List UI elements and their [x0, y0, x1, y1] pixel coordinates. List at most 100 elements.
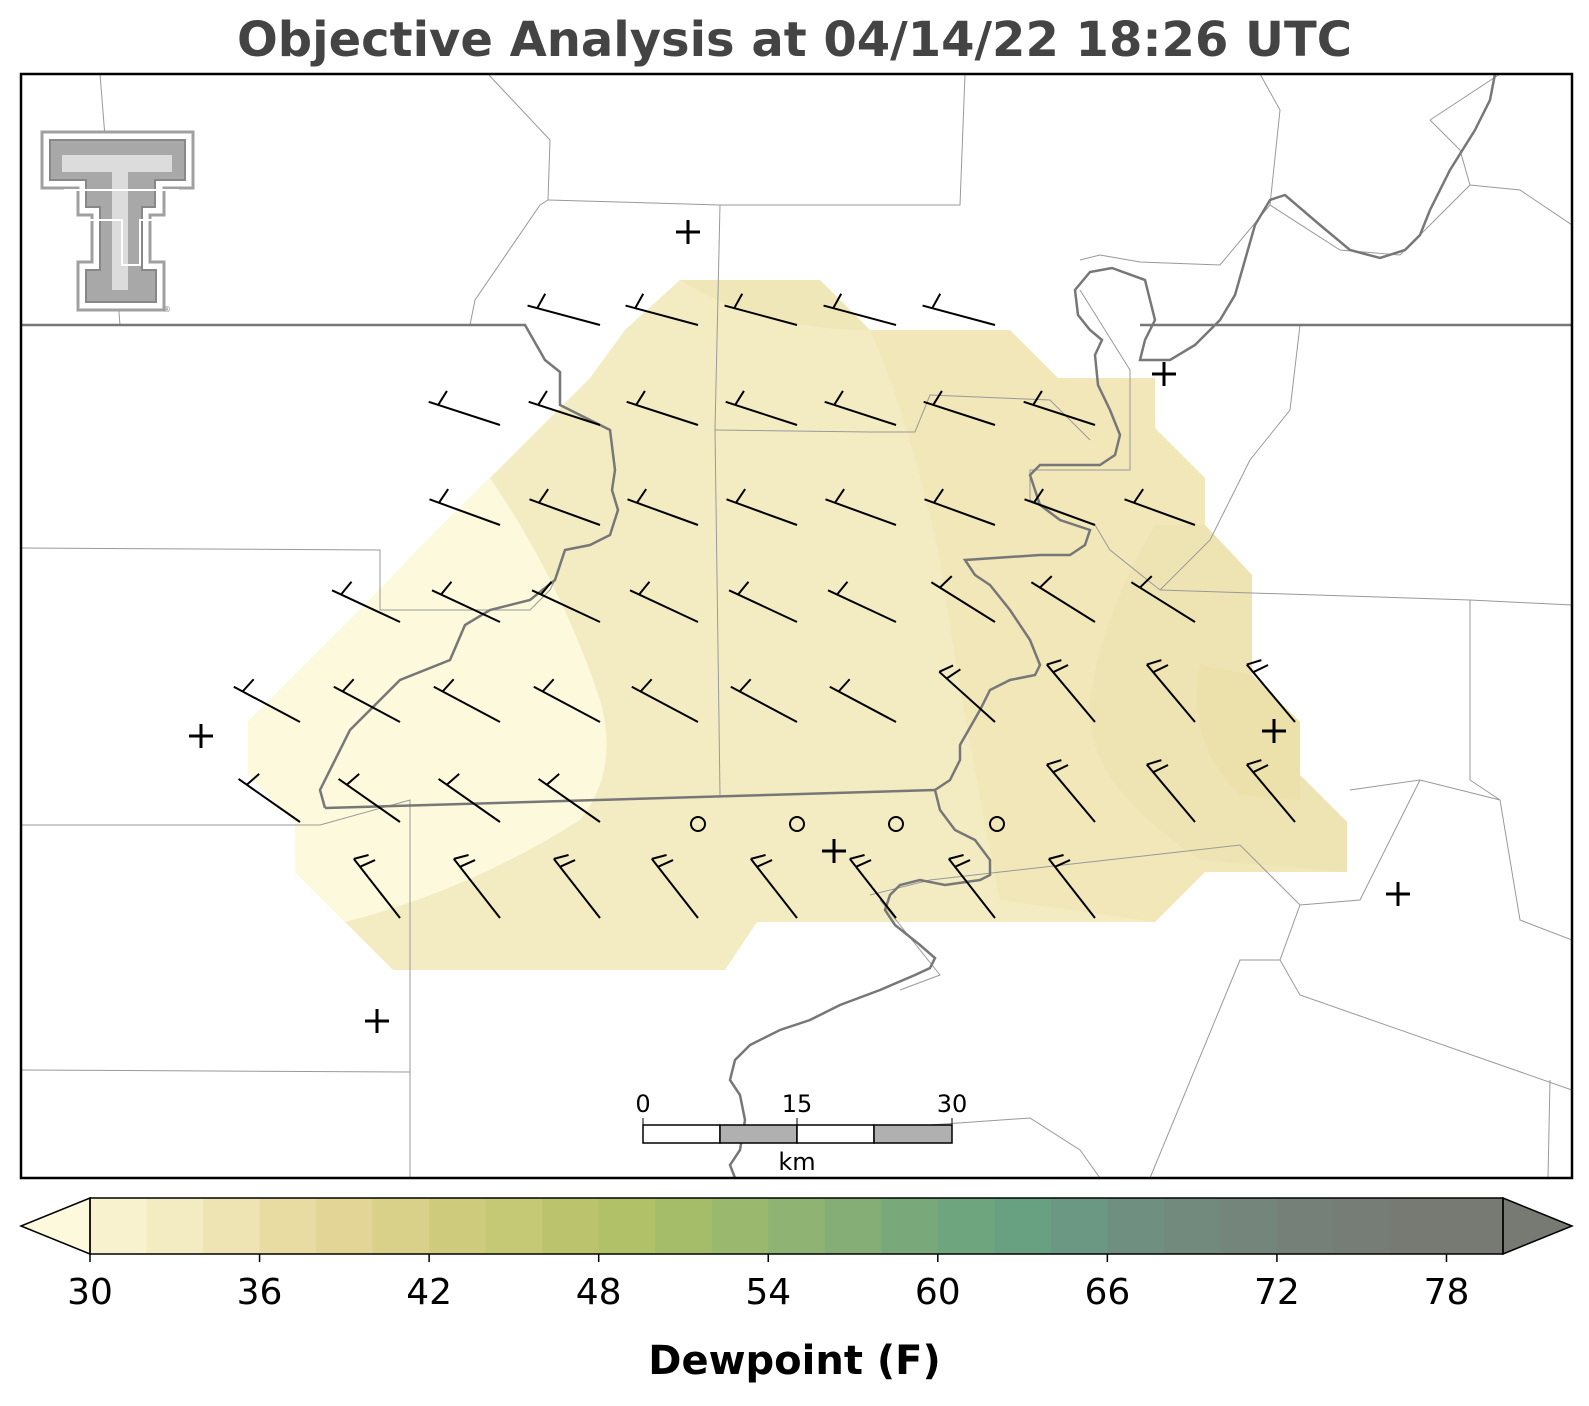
colorbar-tick-label: 54: [745, 1272, 791, 1313]
wind-barb-shaft: [1024, 498, 1096, 526]
wind-barb-flag: [933, 488, 944, 504]
wind-barb-shaft: [331, 589, 401, 623]
wind-barb-flag: [553, 854, 569, 860]
colorbar-cell: [146, 1198, 204, 1254]
wind-barb-flag: [459, 859, 476, 868]
map-frame: [19, 72, 1574, 1180]
wind-barb-flag: [837, 678, 851, 693]
wind-barb-shaft: [823, 304, 897, 326]
wind-barb-flag: [1146, 659, 1162, 666]
wind-barb-shaft: [651, 858, 699, 919]
wind-barb-shaft: [337, 778, 401, 823]
wind-barb-shaft: [948, 858, 996, 919]
wind-barb-shaft: [625, 304, 699, 326]
wind-barb-flag: [737, 581, 750, 596]
colorbar-cell: [316, 1198, 374, 1254]
state-boundaries: [21, 74, 1572, 1178]
wind-barb-flag: [1246, 759, 1262, 766]
wind-barb-shaft: [531, 589, 601, 623]
wind-barb-flag: [750, 854, 766, 860]
wind-barb-shaft: [353, 858, 401, 919]
colorbar-cell: [824, 1198, 882, 1254]
wind-barb-flag: [756, 859, 773, 868]
scale-label-0: 0: [635, 1090, 650, 1118]
wind-barb-flag: [559, 859, 576, 868]
colorbar-cell: [1276, 1198, 1334, 1254]
wind-barb-shaft: [528, 400, 601, 426]
station-plus-marker: [365, 1009, 389, 1033]
colorbar-cell: [768, 1198, 826, 1254]
station-circle-marker: [989, 816, 1005, 832]
wind-barb-shaft: [1023, 400, 1096, 426]
wind-barb-flag: [1252, 664, 1269, 674]
wind-barb-flag: [1146, 759, 1162, 766]
colorbar-cell: [1050, 1198, 1108, 1254]
wind-barb-flag: [536, 293, 547, 309]
station-plus-marker: [676, 220, 700, 244]
colorbar-min-extend: [19, 1196, 91, 1256]
wind-barb-shaft: [629, 589, 699, 623]
wind-barb-flag: [1054, 859, 1071, 868]
wind-barb-shaft: [431, 589, 501, 623]
wind-barb-flag: [738, 678, 752, 693]
colorbar-cell: [655, 1198, 713, 1254]
wind-barb-shaft: [453, 858, 501, 919]
colorbar-cell: [598, 1198, 656, 1254]
wind-barb-shaft: [1030, 581, 1096, 623]
scale-bar: 0 15 30 km: [635, 1090, 967, 1176]
wind-barb-flag: [440, 581, 453, 596]
wind-barb-shaft: [626, 400, 699, 426]
colorbar-max-extend: [1502, 1196, 1574, 1256]
colorbar-cell: [1163, 1198, 1221, 1254]
wind-barb-shaft: [553, 858, 601, 919]
wind-barb-shaft: [527, 304, 601, 326]
colorbar-cell: [542, 1198, 600, 1254]
wind-barb-flag: [636, 488, 647, 504]
wind-barb-flag: [833, 390, 844, 406]
wind-barb-shaft: [728, 589, 798, 623]
wind-barb-shaft: [938, 671, 996, 723]
colorbar-cell: [1333, 1198, 1391, 1254]
wind-barb-shaft: [533, 685, 601, 723]
wind-barb-flag: [734, 390, 745, 406]
colorbar-frame: [89, 1197, 1504, 1255]
wind-barb-flag: [246, 773, 260, 786]
map-title: Objective Analysis at 04/14/22 18:26 UTC: [237, 12, 1352, 68]
wind-barb-flag: [1032, 390, 1043, 406]
wind-barb-shaft: [824, 400, 897, 426]
wind-barb-flag: [340, 581, 353, 596]
wind-barb-flag: [938, 664, 954, 673]
wind-barb-shaft: [724, 304, 798, 326]
wind-barb-flag: [834, 488, 845, 504]
wind-barb-shaft: [1146, 663, 1196, 723]
station-plus-marker: [1152, 362, 1176, 386]
colorbar-tick-label: 78: [1424, 1272, 1470, 1313]
wind-barb-flag: [836, 581, 849, 596]
wind-barb-shaft: [1046, 763, 1096, 823]
colorbar-tick-label: 30: [67, 1272, 113, 1313]
wind-barb-flag: [1152, 664, 1169, 674]
scale-label-30: 30: [937, 1090, 968, 1118]
wind-barb-flag: [1046, 759, 1062, 766]
wind-barb-flag: [538, 488, 549, 504]
wind-barb-flag: [735, 488, 746, 504]
wind-barb-shaft: [233, 685, 301, 723]
colorbar-label: Dewpoint (F): [648, 1338, 941, 1384]
wind-barb-flag: [733, 293, 744, 309]
wind-barb-flag: [453, 854, 469, 860]
station-circle-marker: [888, 816, 904, 832]
wind-barb-flag: [948, 854, 964, 860]
station-plus-marker: [1262, 719, 1286, 743]
wind-barb-shaft: [1246, 763, 1296, 823]
station-plus-marker: [189, 724, 213, 748]
colorbar-cell: [90, 1198, 148, 1254]
logo-registered-mark: ®: [163, 305, 171, 314]
wind-barb-shaft: [825, 498, 897, 526]
wind-barb-shaft: [1046, 663, 1096, 723]
wind-barb-shaft: [1048, 858, 1096, 919]
wind-barb-shaft: [750, 858, 798, 919]
wind-barb-flag: [546, 773, 560, 786]
colorbar-cell: [485, 1198, 543, 1254]
